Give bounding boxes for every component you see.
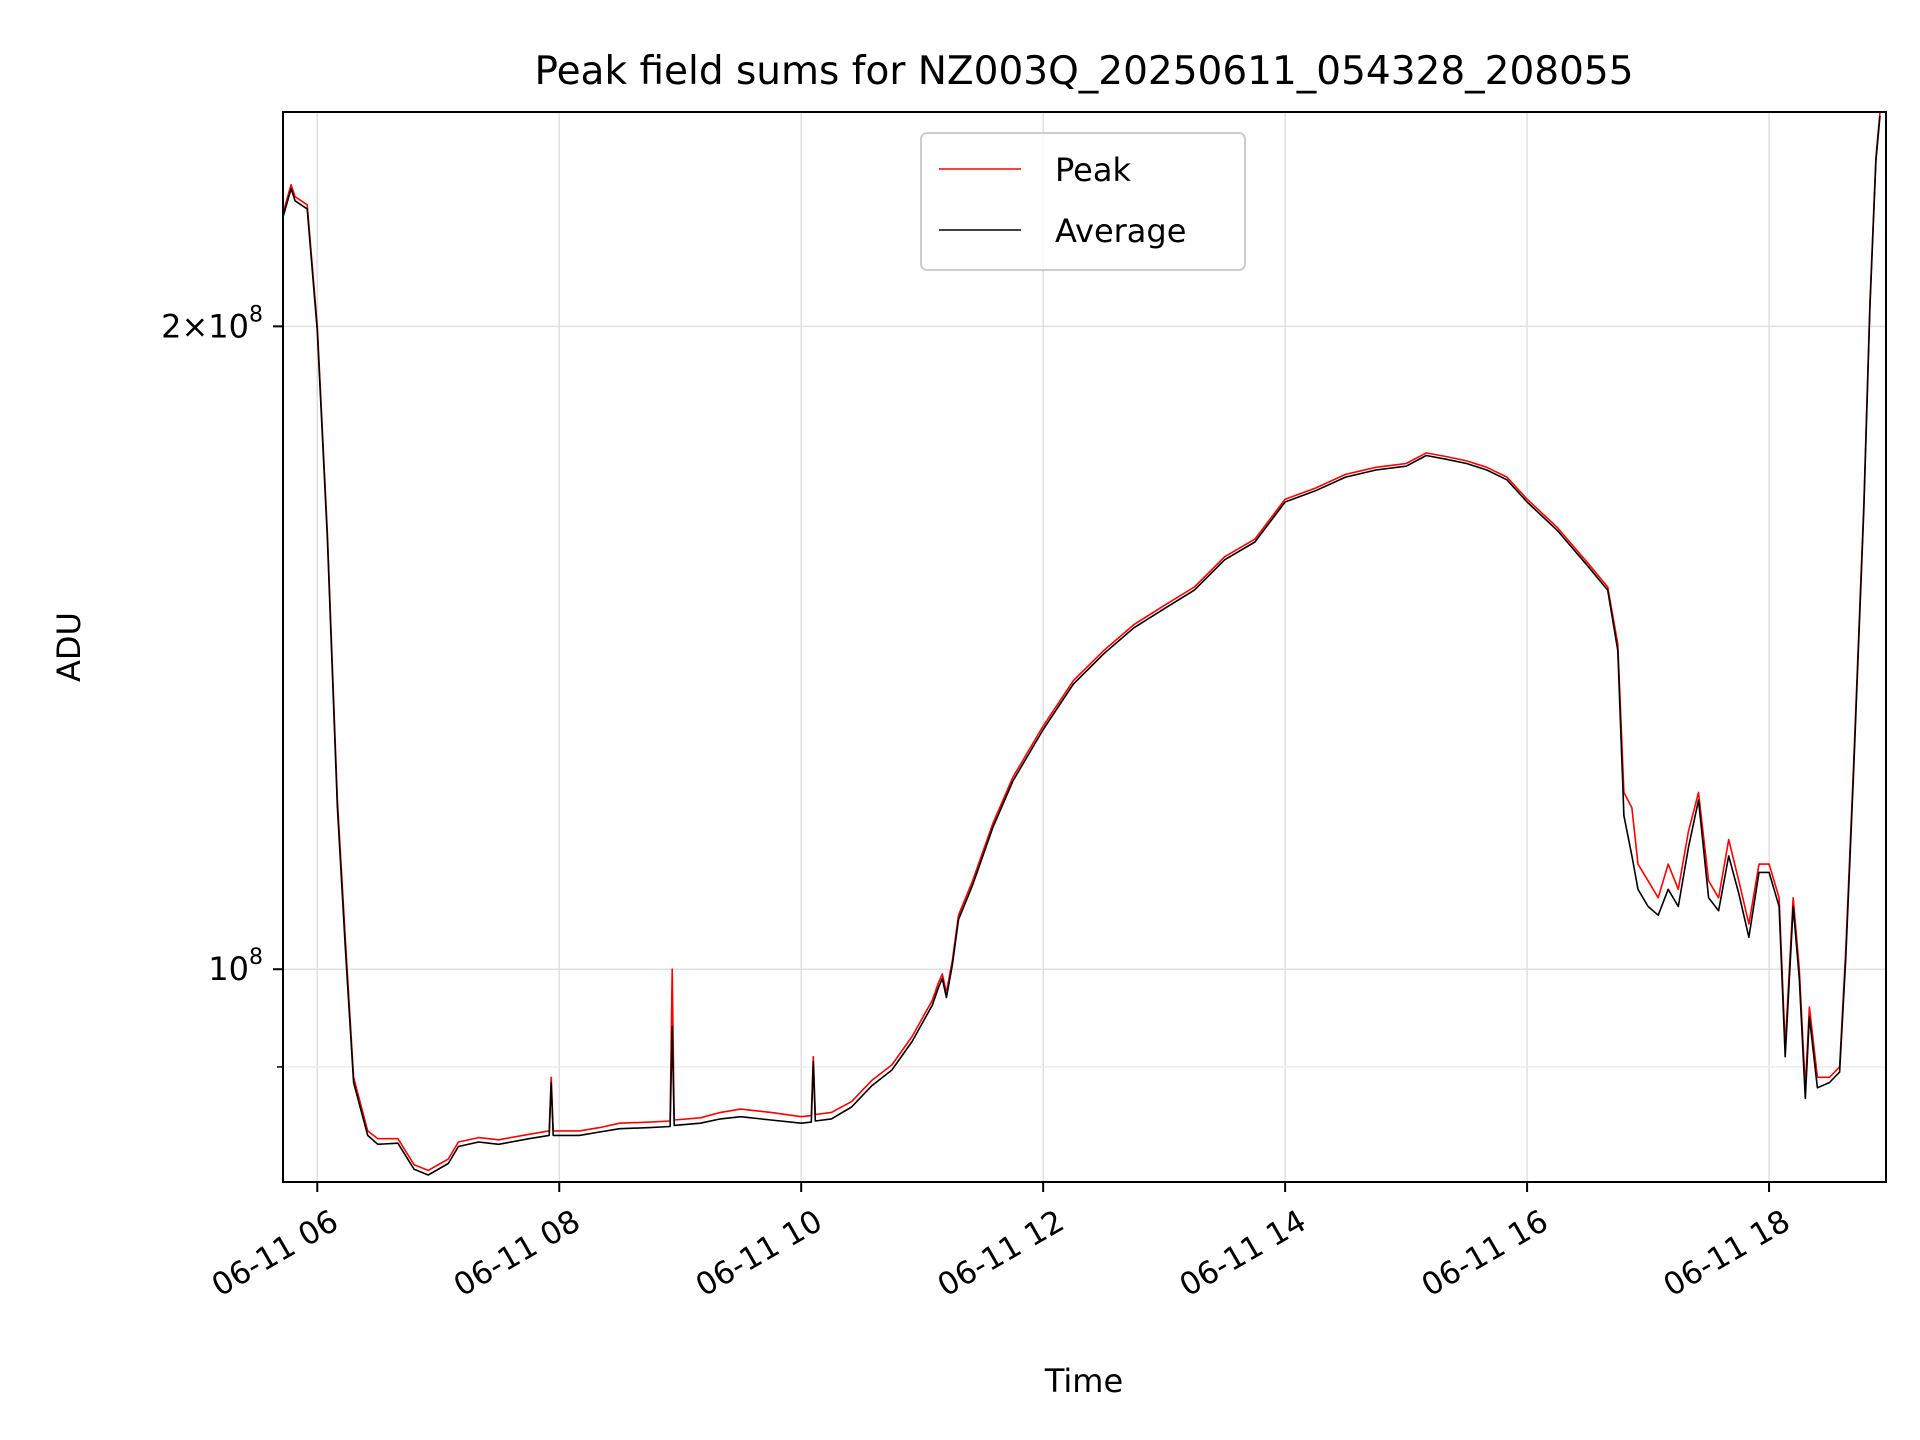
- y-axis-label: ADU: [50, 612, 88, 682]
- x-axis-label: Time: [1044, 1362, 1123, 1400]
- series-layer: [283, 112, 1881, 1176]
- chart-title: Peak field sums for NZ003Q_20250611_0543…: [534, 49, 1633, 94]
- y-tick-label: 2×108: [161, 302, 263, 345]
- legend-box: [920, 132, 1246, 271]
- plot-frame: [282, 111, 1887, 1183]
- legend-peak-label: Peak: [1055, 151, 1131, 189]
- y-tick-exponent: 8: [249, 302, 263, 327]
- plot-area: [283, 112, 1881, 1176]
- grid-layer: [283, 112, 1886, 1182]
- series-line-peak: [283, 112, 1881, 1172]
- legend-average-label: Average: [1055, 212, 1186, 250]
- series-line-average: [283, 115, 1881, 1176]
- legend: Peak Average: [920, 132, 1246, 271]
- y-tick-exponent: 8: [249, 945, 263, 970]
